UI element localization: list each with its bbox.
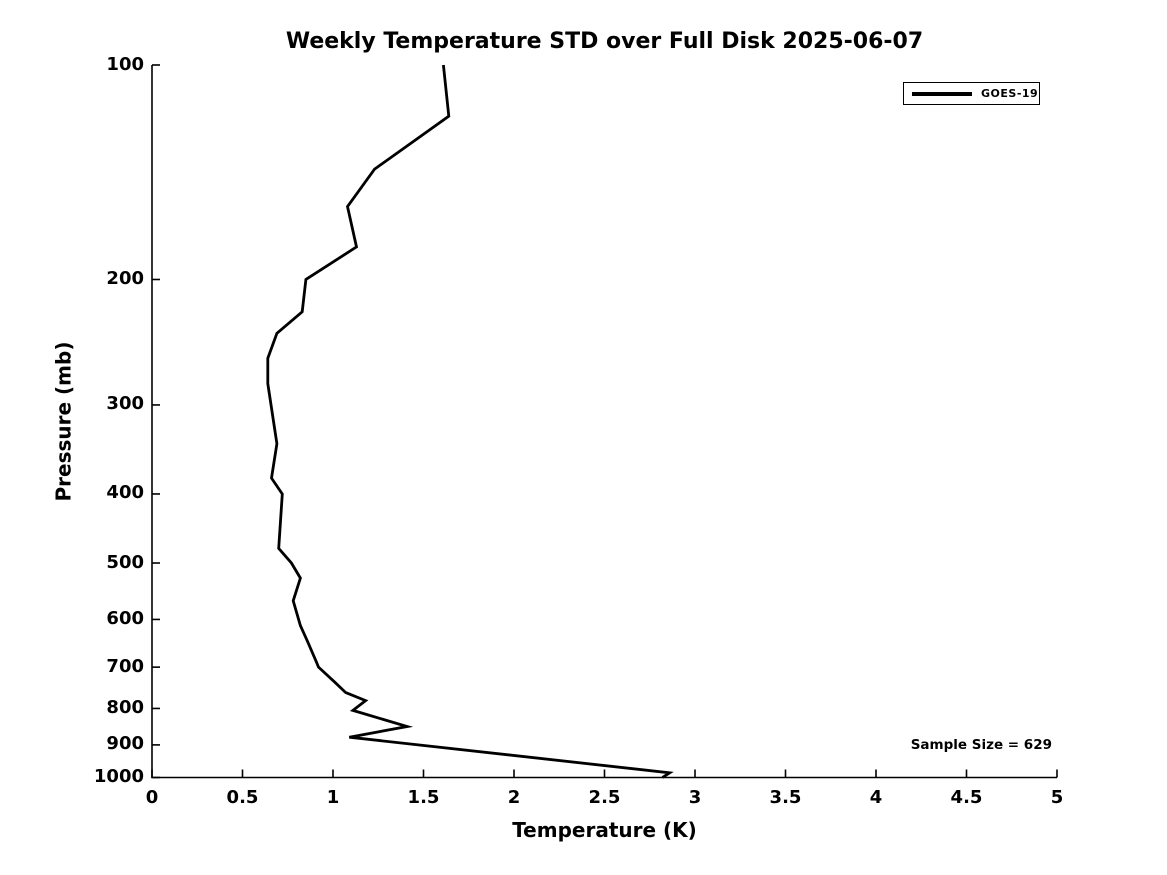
x-tick-label: 2 (507, 787, 521, 808)
goes19-line-swatch-icon (912, 91, 972, 96)
y-tick-label: 600 (106, 607, 144, 629)
x-tick-label: 4.5 (950, 787, 983, 808)
y-tick-label: 200 (106, 267, 144, 289)
x-axis-label: Temperature (K) (512, 818, 697, 842)
x-tick-label: 2.5 (588, 787, 621, 808)
x-tick-label: 3 (688, 787, 702, 808)
x-tick-label: 5 (1050, 787, 1064, 808)
x-tick-label: 0.5 (226, 787, 259, 808)
axes (151, 64, 1058, 779)
y-tick-label: 100 (106, 53, 144, 75)
y-tick-label: 900 (106, 733, 144, 755)
y-tick-label: 800 (106, 696, 144, 718)
x-tick-label: 0 (145, 787, 159, 808)
legend-label-goes19: GOES-19 (981, 87, 1039, 100)
data-series-group (266, 64, 674, 779)
legend: GOES-19 (903, 82, 1040, 105)
sample-size-annotation: Sample Size = 629 (910, 737, 1052, 753)
y-tick-label: 1000 (93, 766, 144, 787)
y-tick-label: 500 (106, 551, 144, 573)
x-tick-label: 3.5 (769, 787, 802, 808)
y-tick-label: 700 (106, 655, 144, 677)
y-tick-label: 400 (106, 482, 144, 504)
x-tick-label: 1.5 (407, 787, 440, 808)
chart-title: Weekly Temperature STD over Full Disk 20… (285, 29, 924, 54)
y-axis-label: Pressure (mb) (51, 341, 76, 502)
x-tick-label: 4 (869, 787, 883, 808)
y-tick-label: 300 (106, 393, 144, 415)
curve-goes-19 (266, 64, 674, 779)
x-tick-label: 1 (326, 787, 340, 808)
